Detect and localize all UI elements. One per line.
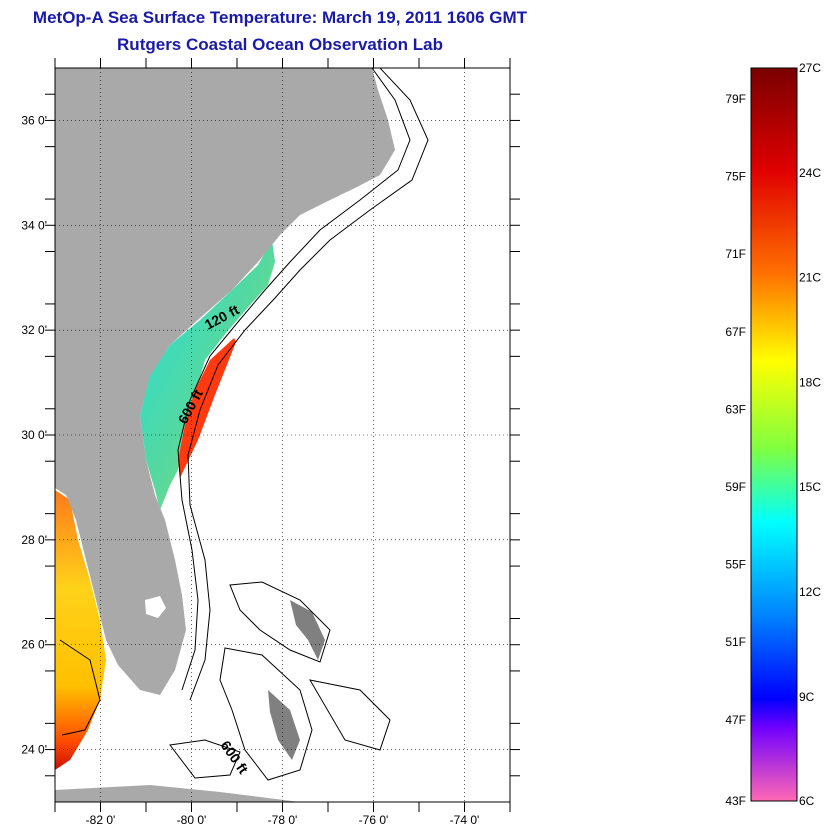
contour-label-600ft-south: 600 ft: [218, 738, 252, 777]
sst-band-gulfstream: [178, 338, 236, 478]
colorbar: [750, 67, 798, 802]
colorbar-c-label: 12C: [799, 585, 821, 599]
colorbar-f-label: 71F: [725, 247, 746, 261]
colorbar-c-label: 6C: [799, 794, 815, 808]
land-bahamas-andros: [268, 690, 300, 760]
map-grid: [45, 58, 520, 812]
colorbar-c-label: 18C: [799, 375, 821, 389]
colorbar-c-label: 9C: [799, 690, 815, 704]
colorbar-f-label: 47F: [725, 713, 746, 727]
colorbar-c-label: 15C: [799, 480, 821, 494]
lat-tick-label: 28 0': [21, 533, 47, 547]
sst-band-gulf: [55, 490, 106, 770]
land-bahamas-abaco: [290, 600, 325, 660]
lat-tick-label: 26 0': [21, 638, 47, 652]
lon-tick-label: -74 0': [450, 813, 480, 827]
land-mainland: [55, 68, 395, 695]
map-title: MetOp-A Sea Surface Temperature: March 1…: [32, 8, 528, 27]
colorbar-f-label: 75F: [725, 170, 746, 184]
colorbar-c-label: 27C: [799, 61, 821, 75]
colorbar-f-label: 43F: [725, 794, 746, 808]
lon-tick-label: -82 0': [86, 813, 116, 827]
colorbar-f-labels: 79F 75F 71F 67F 63F 59F 55F 51F 47F 43F: [725, 92, 746, 808]
colorbar-c-label: 21C: [799, 271, 821, 285]
lat-tick-label: 24 0': [21, 743, 47, 757]
colorbar-c-labels: 27C 24C 21C 18C 15C 12C 9C 6C: [799, 61, 821, 808]
colorbar-f-label: 63F: [725, 402, 746, 416]
lat-tick-label: 34 0': [21, 218, 47, 232]
colorbar-f-label: 79F: [725, 92, 746, 106]
sst-band-carolinas: [140, 240, 275, 510]
lat-tick-label: 32 0': [21, 323, 47, 337]
colorbar-f-label: 59F: [725, 480, 746, 494]
lat-tick-label: 30 0': [21, 428, 47, 442]
lat-tick-labels: 24 0' 26 0' 28 0' 30 0' 32 0' 34 0' 36 0': [21, 113, 47, 756]
colorbar-f-label: 55F: [725, 558, 746, 572]
colorbar-c-label: 24C: [799, 166, 821, 180]
land-cuba: [55, 785, 300, 802]
lon-tick-label: -78 0': [268, 813, 298, 827]
lon-tick-label: -80 0': [177, 813, 207, 827]
lat-tick-label: 36 0': [21, 113, 47, 127]
map-subtitle: Rutgers Coastal Ocean Observation Lab: [117, 35, 443, 54]
lon-tick-label: -76 0': [359, 813, 389, 827]
colorbar-f-label: 67F: [725, 325, 746, 339]
lon-tick-labels: -82 0' -80 0' -78 0' -76 0' -74 0': [86, 813, 480, 827]
colorbar-f-label: 51F: [725, 635, 746, 649]
